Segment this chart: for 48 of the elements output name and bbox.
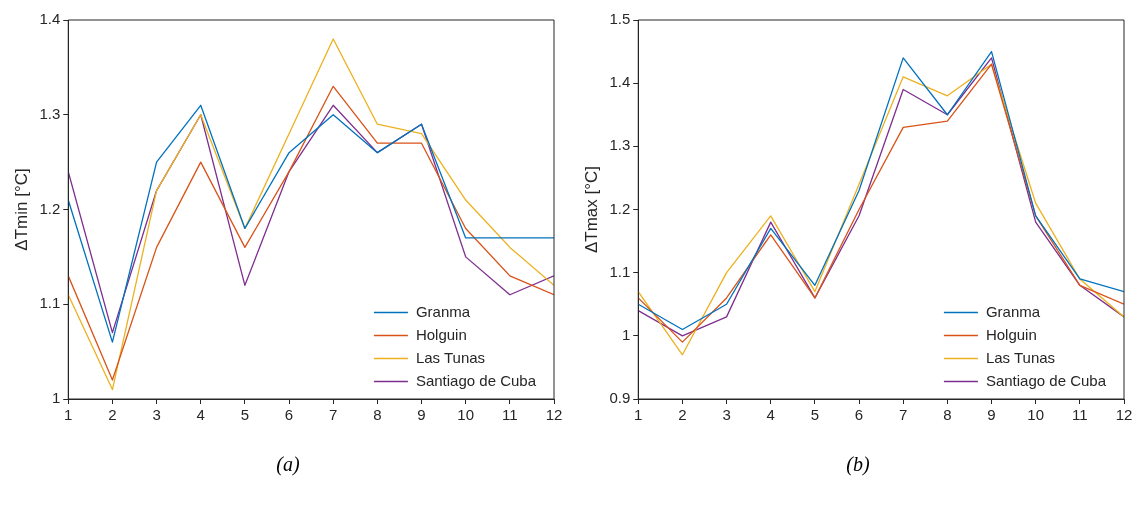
legend-label: Las Tunas (985, 348, 1056, 366)
legend-label: Granma (985, 302, 1041, 320)
x-tick-label: 1 (64, 406, 73, 424)
x-tick-label: 1 (634, 406, 643, 424)
text: (b) (845, 453, 871, 476)
x-tick-label: 12 (545, 406, 563, 424)
x-tick-label: 10 (457, 406, 475, 424)
x-tick-label: 8 (373, 406, 382, 424)
x-tick-label: 5 (810, 406, 820, 424)
y-tick-label: 1.3 (609, 136, 631, 154)
legend-label: Santiago de Cuba (415, 371, 537, 389)
y-tick-label: 1.4 (609, 73, 631, 91)
x-tick-label: 4 (196, 406, 205, 424)
x-tick-label: 3 (722, 406, 731, 424)
legend-label: Santiago de Cuba (985, 371, 1107, 389)
y-tick-label: 0.9 (609, 389, 631, 407)
y-tick-label: 1 (621, 325, 631, 343)
y-tick-label: 1.2 (609, 199, 631, 217)
x-tick-label: 9 (987, 406, 996, 424)
y-axis-title: ΔTmax [°C] (581, 165, 601, 254)
x-tick-label: 12 (1115, 406, 1133, 424)
text: (a) (275, 453, 301, 476)
y-tick-label: 1.4 (39, 10, 61, 28)
x-tick-label: 4 (766, 406, 775, 424)
x-tick-label: 11 (502, 406, 518, 424)
y-tick-label: 1 (51, 389, 61, 407)
legend-label: Holguin (985, 325, 1037, 343)
x-tick-label: 7 (329, 406, 338, 424)
x-tick-label: 2 (108, 406, 117, 424)
y-tick-label: 1.5 (609, 10, 631, 28)
y-tick-label: 1.3 (39, 104, 61, 122)
x-tick-label: 10 (1027, 406, 1045, 424)
y-tick-label: 1.1 (609, 262, 631, 280)
x-tick-label: 9 (417, 406, 426, 424)
x-tick-label: 7 (899, 406, 908, 424)
x-tick-label: 6 (284, 406, 294, 424)
x-tick-label: 11 (1072, 406, 1088, 424)
legend-label: Las Tunas (415, 348, 486, 366)
legend-label: Holguin (415, 325, 467, 343)
x-tick-label: 8 (943, 406, 952, 424)
legend-label: Granma (415, 302, 471, 320)
x-tick-label: 5 (240, 406, 250, 424)
y-axis-title: ΔTmin [°C] (11, 168, 31, 251)
x-tick-label: 6 (854, 406, 864, 424)
x-tick-label: 3 (152, 406, 161, 424)
x-tick-label: 2 (678, 406, 687, 424)
y-tick-label: 1.2 (39, 199, 61, 217)
y-tick-label: 1.1 (39, 294, 61, 312)
